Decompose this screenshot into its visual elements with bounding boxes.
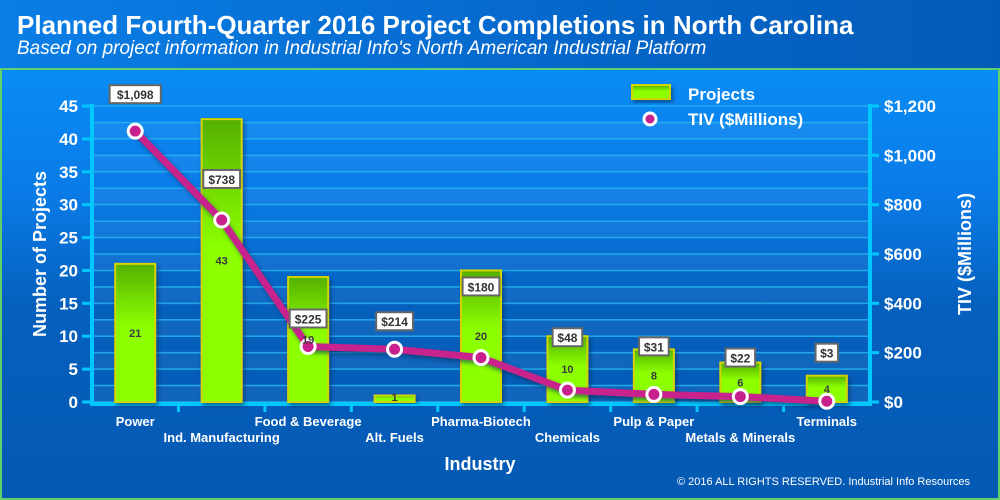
x-category-label: Alt. Fuels — [365, 430, 424, 445]
tiv-label-box — [461, 276, 501, 297]
y-tick-label: 45 — [59, 97, 78, 116]
y-tick-label: 5 — [69, 360, 78, 379]
grid-band — [92, 188, 870, 205]
y2-tick-label: $800 — [884, 196, 922, 215]
y2-tick-label: $200 — [884, 344, 922, 363]
bar — [114, 262, 157, 403]
legend-projects-label: Projects — [688, 85, 755, 104]
tiv-label-box — [108, 84, 162, 105]
grid-band — [92, 122, 870, 139]
bar-value-label: 19 — [302, 335, 314, 347]
copyright: © 2016 ALL RIGHTS RESERVED. Industrial I… — [676, 476, 970, 488]
tiv-point — [299, 338, 317, 355]
tiv-value-label: $738 — [208, 173, 235, 187]
tiv-label-box — [724, 347, 757, 368]
legend-tiv-label: TIV ($Millions) — [688, 110, 803, 129]
bar-value-label: 1 — [391, 392, 397, 404]
y-tick-label: 0 — [69, 393, 78, 412]
tiv-point — [645, 385, 663, 403]
y-axis-title: Number of Projects — [30, 171, 50, 337]
tiv-point — [386, 340, 404, 358]
bar-value-label: 20 — [475, 331, 487, 343]
y2-axis-title: TIV ($Millions) — [955, 193, 975, 315]
bar-value-label: 8 — [651, 371, 657, 383]
tiv-label-box — [551, 327, 584, 348]
tiv-label-box — [202, 168, 242, 189]
y2-tick-label: $400 — [884, 294, 922, 313]
tiv-value-label: $225 — [295, 313, 322, 327]
y2-tick-label: $600 — [884, 245, 922, 264]
x-category-label: Pulp & Paper — [613, 414, 694, 429]
chart-subtitle: Based on project information in Industri… — [17, 38, 707, 59]
tiv-point — [126, 122, 144, 140]
x-category-label: Pharma-Biotech — [431, 414, 531, 429]
bar-value-label: 10 — [561, 364, 573, 376]
tiv-point — [558, 381, 576, 399]
x-category-label: Power — [116, 414, 155, 429]
bar — [373, 394, 416, 403]
y-tick-label: 10 — [59, 327, 78, 346]
y2-tick-label: $1,000 — [884, 146, 936, 165]
tiv-value-label: $31 — [644, 340, 664, 354]
legend-line-marker — [642, 111, 658, 127]
y-tick-label: 25 — [59, 229, 78, 248]
legend: Projects TIV ($Millions) — [628, 84, 803, 129]
tiv-value-label: $1,098 — [117, 88, 154, 102]
bar-value-label: 6 — [737, 377, 743, 389]
y-tick-label: 40 — [59, 130, 78, 149]
tiv-value-label: $3 — [820, 347, 834, 361]
grid-band — [92, 254, 870, 271]
bar-value-label: 4 — [824, 384, 831, 396]
tiv-value-label: $48 — [557, 331, 577, 345]
legend-bar-swatch — [631, 84, 671, 100]
x-category-label: Chemicals — [535, 430, 600, 445]
y-tick-label: 30 — [59, 196, 78, 215]
tiv-value-label: $180 — [468, 280, 495, 294]
x-category-label: Terminals — [797, 414, 857, 429]
grid-band — [92, 221, 870, 238]
tiv-label-box — [814, 342, 839, 363]
chart-title: Planned Fourth-Quarter 2016 Project Comp… — [17, 10, 854, 40]
y2-tick-label: $0 — [884, 393, 903, 412]
bar-value-label: 21 — [129, 328, 141, 340]
axes: 0 5 10 15 20 25 30 35 40 45 $0 $200 $400 $600 $800 $1,0… — [59, 97, 936, 445]
y-tick-label: 20 — [59, 261, 78, 280]
chart-header: Planned Fourth-Quarter 2016 Project Comp… — [0, 0, 1000, 68]
grid-band — [92, 155, 870, 172]
bar — [200, 118, 243, 404]
tiv-label-box — [375, 311, 414, 332]
tiv-point — [213, 211, 231, 229]
y-tick-label: 15 — [59, 294, 78, 313]
x-axis-title: Industry — [444, 454, 515, 474]
y2-tick-label: $1,200 — [884, 97, 936, 116]
bar-value-label: 43 — [216, 256, 228, 268]
x-category-label: Food & Beverage — [255, 414, 362, 429]
tiv-label-box — [288, 308, 328, 329]
tiv-point — [731, 388, 749, 406]
tiv-point — [818, 392, 836, 410]
tiv-label-box — [638, 336, 670, 357]
x-category-label: Ind. Manufacturing — [164, 430, 280, 445]
tiv-value-label: $214 — [381, 315, 408, 329]
tiv-line — [126, 122, 836, 410]
tiv-value-label: $22 — [730, 352, 750, 366]
data-labels: 21 43 19 1 20 10 8 6 4 $1,098 $738 $225 $214 $180 $48 $… — [108, 84, 839, 404]
y-tick-label: 35 — [59, 163, 78, 182]
tiv-point — [472, 349, 490, 367]
x-category-label: Metals & Minerals — [685, 430, 795, 445]
